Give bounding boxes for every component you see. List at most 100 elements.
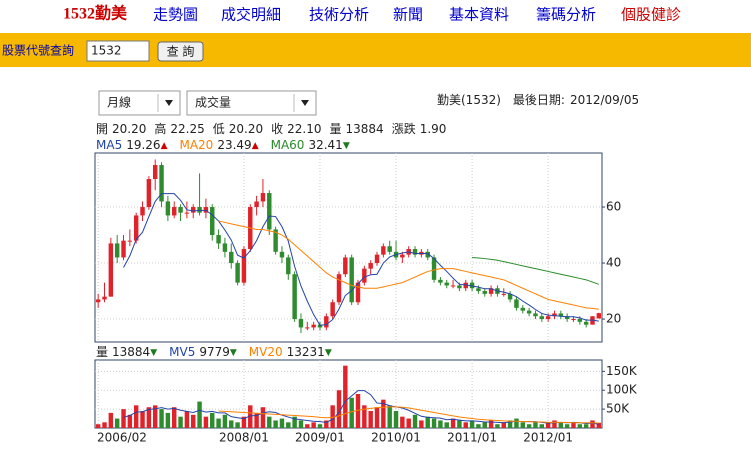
candle-body <box>127 240 133 242</box>
info-value: 13884 <box>346 122 384 136</box>
search-input[interactable] <box>86 40 150 62</box>
legend: 量 13884▼ MV5 9779▼ MV20 13231▼ <box>96 345 332 359</box>
volume-bar <box>254 412 259 428</box>
ma-line <box>472 256 599 285</box>
candle-body <box>564 316 570 320</box>
volume-bar <box>349 397 354 428</box>
nav-link[interactable]: 新聞 <box>393 6 423 24</box>
candle-body <box>507 293 513 300</box>
legend-name: 量 <box>96 345 108 359</box>
volume-bar <box>172 407 177 428</box>
ma-line <box>218 220 599 310</box>
candle-body <box>539 316 545 320</box>
nav-link[interactable]: 成交明細 <box>221 6 281 24</box>
candle-body <box>355 282 361 303</box>
legend-arrow: ▼ <box>230 348 237 358</box>
nav-link[interactable]: 走勢圖 <box>153 6 198 24</box>
candle-body <box>374 254 380 264</box>
candle-body <box>368 263 373 269</box>
candle-body <box>235 263 240 283</box>
volume-bar <box>127 414 133 428</box>
candle-body <box>514 299 519 308</box>
volume-bar <box>159 409 164 428</box>
candle-body <box>343 257 348 275</box>
candle-body <box>482 291 487 294</box>
x-tick-label: 2011/01 <box>447 431 497 445</box>
legend-value: 13231 <box>287 345 325 359</box>
volume-bar <box>248 405 253 428</box>
volume-bar <box>400 416 405 428</box>
legend: MA5 19.26▲ MA20 23.49▲ MA60 32.41▼ <box>96 138 350 152</box>
search-button[interactable] <box>157 41 204 62</box>
volume-bar <box>324 420 329 428</box>
volume-bar <box>229 420 234 428</box>
candle-body <box>210 207 215 236</box>
candle-body <box>381 246 386 255</box>
candle-body <box>267 193 272 230</box>
volume-bar <box>438 420 443 428</box>
volume-bar <box>412 414 418 428</box>
candle-body <box>577 319 583 322</box>
candle-body <box>317 324 323 328</box>
stock-name: 勤美(1532) <box>437 93 501 107</box>
volume-bar <box>596 422 602 428</box>
nav-link[interactable]: 基本資料 <box>449 6 509 24</box>
volume-bar <box>279 418 285 428</box>
candle-body <box>324 316 329 328</box>
candle-body <box>133 215 139 241</box>
select-arrow <box>165 100 173 106</box>
volume-bar <box>406 418 411 428</box>
volume-bar <box>362 405 367 428</box>
period-select[interactable] <box>98 90 181 116</box>
candle-body <box>526 310 532 314</box>
volume-bar <box>241 416 247 428</box>
candle-body <box>438 279 443 283</box>
logo[interactable]: 1532勤美 <box>63 4 128 23</box>
info-value: 1.90 <box>420 122 447 136</box>
volume-bar <box>286 422 291 428</box>
legend-arrow: ▲ <box>161 141 168 151</box>
nav-link[interactable]: 籌碼分析 <box>536 6 596 24</box>
legend-arrow: ▼ <box>325 348 332 358</box>
volume-bar <box>545 422 551 428</box>
volume-bar <box>526 424 532 428</box>
candle-body <box>501 293 506 295</box>
candle-body <box>178 207 183 213</box>
candle-body <box>558 313 564 317</box>
search-label: 股票代號查詢 <box>2 43 74 58</box>
y-tick-label: 50K <box>606 402 630 416</box>
legend-value: 13884 <box>112 345 150 359</box>
candle-body <box>444 282 449 286</box>
nav-link[interactable]: 個股健診 <box>621 6 681 24</box>
candle-body <box>279 251 285 258</box>
stock-header: 勤美(1532) 最後日期: 2012/09/05 <box>437 93 639 107</box>
price-panel <box>94 152 603 343</box>
candle-body <box>400 254 405 258</box>
candle-body <box>191 207 196 213</box>
candle-body <box>286 257 291 275</box>
y-tick-label: 40 <box>606 256 621 270</box>
volume-bar <box>191 414 196 428</box>
volume-bar <box>102 422 107 428</box>
candle-body <box>203 207 209 213</box>
volume-bar <box>317 424 323 428</box>
candle-body <box>305 327 310 329</box>
candle-body <box>450 285 456 287</box>
volume-bar <box>343 365 348 428</box>
volume-bar <box>368 411 373 428</box>
nav-link[interactable]: 技術分析 <box>309 6 369 24</box>
select-arrow <box>301 100 309 106</box>
volume-bar <box>533 422 538 428</box>
candle-body <box>583 321 589 325</box>
last-date-label: 最後日期: <box>513 93 565 107</box>
legend-arrow: ▼ <box>343 141 350 151</box>
volume-bar <box>381 399 386 428</box>
candle-body <box>431 257 437 280</box>
volume-bar <box>108 412 114 428</box>
candle-body <box>172 207 177 216</box>
candle-body <box>412 249 418 255</box>
candle-body <box>476 288 481 292</box>
volume-bar <box>210 412 215 428</box>
volume-bar <box>152 405 158 428</box>
info-label: 漲跌 <box>392 121 416 136</box>
